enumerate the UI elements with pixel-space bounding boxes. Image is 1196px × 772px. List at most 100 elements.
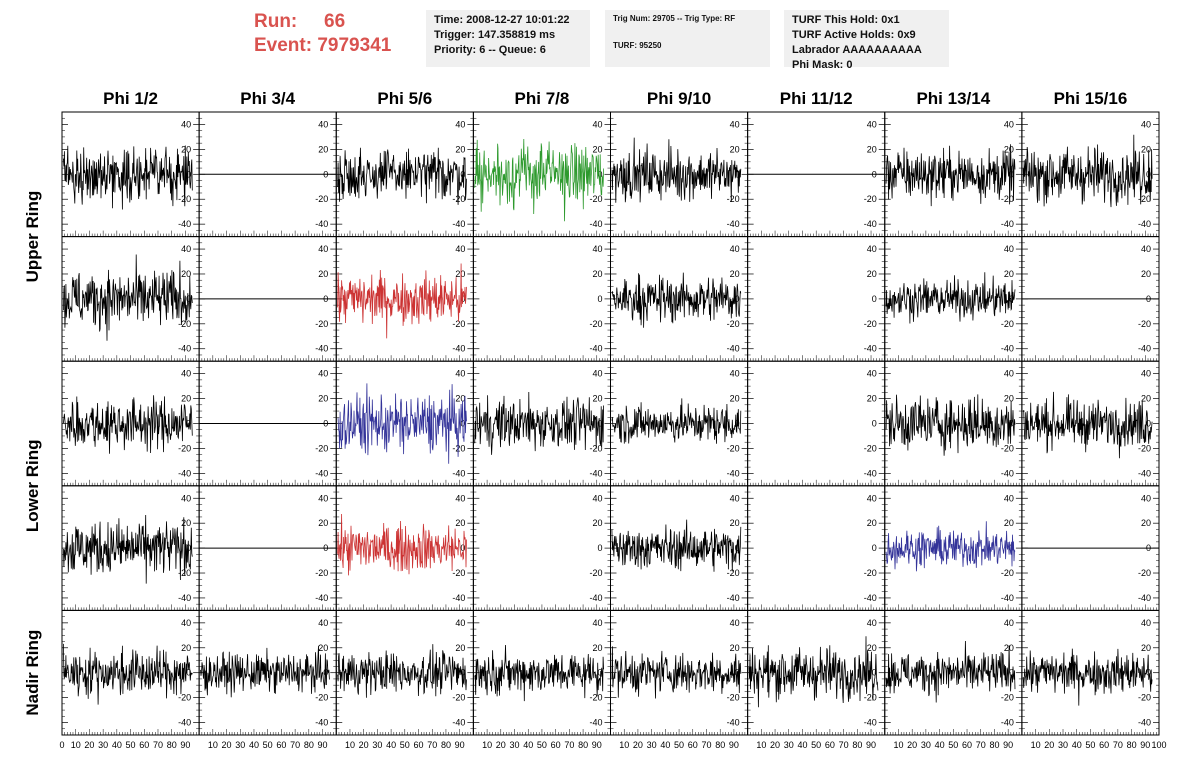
x-tick-label: 20 — [1044, 740, 1054, 750]
x-tick-label: 10 — [893, 740, 903, 750]
y-tick-label: -20 — [1001, 194, 1014, 204]
y-tick-label: 20 — [730, 518, 740, 528]
y-tick-label: 20 — [592, 394, 602, 404]
x-tick-label: 40 — [660, 740, 670, 750]
phi-column-label: Phi 11/12 — [780, 89, 853, 108]
y-tick-label: 40 — [592, 369, 602, 379]
x-tick-label: 90 — [180, 740, 190, 750]
y-tick-label: -40 — [1001, 718, 1014, 728]
y-tick-label: -40 — [864, 593, 877, 603]
y-tick-label: -20 — [589, 693, 602, 703]
y-tick-label: -20 — [864, 443, 877, 453]
waveform-trace — [63, 254, 193, 341]
y-tick-label: -20 — [727, 319, 740, 329]
x-tick-label: 80 — [304, 740, 314, 750]
x-tick-label: 70 — [153, 740, 163, 750]
x-tick-label: 70 — [839, 740, 849, 750]
waveform-trace — [337, 383, 467, 464]
trig-num-text: Trig Num: 29705 -- Trig Type: RF — [613, 14, 736, 23]
y-tick-label: 0 — [186, 169, 191, 179]
waveform-trace — [63, 145, 193, 210]
y-tick-label: 20 — [730, 643, 740, 653]
waveform-trace — [885, 272, 1016, 324]
x-tick-label: 80 — [167, 740, 177, 750]
y-tick-label: 40 — [867, 618, 877, 628]
y-tick-label: 20 — [1141, 144, 1151, 154]
y-tick-label: -40 — [589, 219, 602, 229]
y-tick-label: -40 — [1138, 593, 1151, 603]
x-tick-label: 80 — [989, 740, 999, 750]
y-tick-label: 20 — [867, 643, 877, 653]
ring-label: Nadir Ring — [23, 630, 42, 716]
x-tick-label: 60 — [688, 740, 698, 750]
y-tick-label: 20 — [181, 643, 191, 653]
y-tick-label: 0 — [597, 543, 602, 553]
y-tick-label: -40 — [1138, 468, 1151, 478]
x-tick-label: 90 — [455, 740, 465, 750]
y-tick-label: -20 — [315, 194, 328, 204]
x-tick-label: 30 — [510, 740, 520, 750]
y-tick-label: 40 — [1004, 244, 1014, 254]
waveform-trace — [63, 514, 193, 584]
y-tick-label: 20 — [1004, 518, 1014, 528]
y-tick-label: -20 — [1138, 568, 1151, 578]
y-tick-label: 0 — [597, 668, 602, 678]
y-tick-label: 20 — [867, 269, 877, 279]
y-tick-label: -40 — [1138, 718, 1151, 728]
x-tick-label: 20 — [222, 740, 232, 750]
y-tick-label: -40 — [452, 468, 465, 478]
y-tick-label: -40 — [452, 344, 465, 354]
x-tick-label: 30 — [98, 740, 108, 750]
turf-active-text: TURF Active Holds: 0x9 — [792, 29, 916, 41]
waveform-trace — [885, 144, 1016, 207]
y-tick-label: -40 — [452, 593, 465, 603]
y-tick-label: 40 — [867, 244, 877, 254]
x-tick-label: 50 — [674, 740, 684, 750]
y-tick-label: 40 — [867, 493, 877, 503]
x-tick-label: 100 — [1151, 740, 1166, 750]
y-tick-label: -40 — [178, 468, 191, 478]
y-tick-label: 0 — [460, 543, 465, 553]
phi-mask-text: Phi Mask: 0 — [792, 59, 853, 71]
y-tick-label: -20 — [864, 319, 877, 329]
y-tick-label: 40 — [1141, 618, 1151, 628]
y-tick-label: 20 — [730, 394, 740, 404]
y-tick-label: 20 — [181, 518, 191, 528]
y-tick-label: 40 — [592, 493, 602, 503]
y-tick-label: -20 — [452, 194, 465, 204]
y-tick-label: 40 — [730, 244, 740, 254]
y-tick-label: 20 — [1141, 269, 1151, 279]
y-tick-label: 0 — [186, 668, 191, 678]
panel-frame — [472, 485, 611, 611]
panel-frame — [610, 111, 749, 238]
waveform-trace — [611, 272, 742, 328]
turf-text: TURF: 95250 — [613, 41, 662, 50]
y-tick-label: 20 — [1004, 144, 1014, 154]
event-value: 7979341 — [317, 35, 392, 56]
x-tick-label: 40 — [1072, 740, 1082, 750]
y-tick-label: -40 — [1001, 468, 1014, 478]
x-tick-label: 20 — [496, 740, 506, 750]
y-tick-label: 20 — [592, 144, 602, 154]
panel-frame — [747, 236, 886, 362]
run-value: 66 — [324, 11, 346, 32]
y-tick-label: 40 — [730, 369, 740, 379]
panel-frame — [61, 111, 200, 238]
run-event-block: Run: 66 Event: 7979341 — [254, 10, 391, 58]
y-tick-label: 20 — [730, 144, 740, 154]
y-tick-label: -20 — [1138, 443, 1151, 453]
x-tick-label: 20 — [84, 740, 94, 750]
x-tick-label: 60 — [414, 740, 424, 750]
y-tick-label: -40 — [1138, 219, 1151, 229]
y-tick-label: 20 — [1141, 518, 1151, 528]
y-tick-label: 20 — [1141, 394, 1151, 404]
y-tick-label: 20 — [592, 643, 602, 653]
panel-frame — [747, 485, 886, 611]
y-tick-label: 20 — [867, 144, 877, 154]
waveform-trace — [63, 643, 193, 705]
y-tick-label: -40 — [727, 344, 740, 354]
y-tick-label: -20 — [1001, 568, 1014, 578]
y-tick-label: 40 — [1004, 119, 1014, 129]
waveform-trace — [474, 138, 604, 222]
x-tick-label: 70 — [976, 740, 986, 750]
